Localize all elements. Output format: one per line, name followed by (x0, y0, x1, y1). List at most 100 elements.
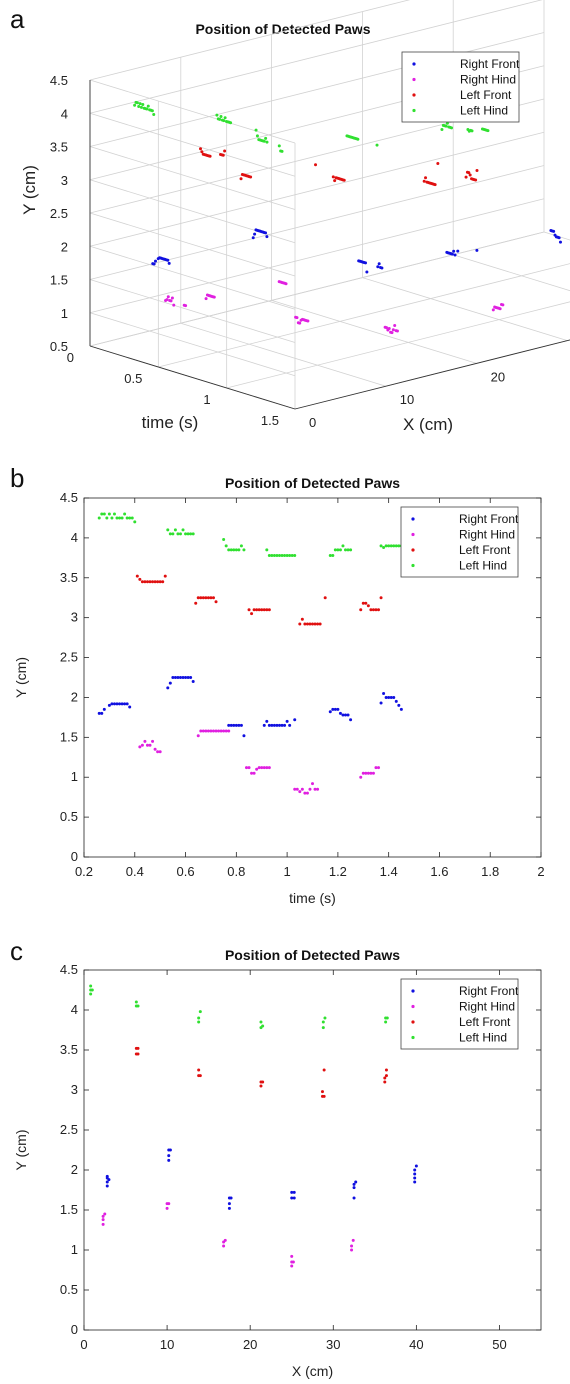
y-tick-label: 3.5 (60, 570, 78, 585)
data-point-left-front (436, 162, 440, 166)
data-point-left-front (211, 596, 215, 600)
legend-label-left-front: Left Front (459, 543, 511, 557)
data-point-right-hind (206, 729, 210, 733)
legend-label-left-hind: Left Hind (459, 1031, 507, 1045)
data-point-right-hind (257, 766, 261, 770)
data-point-right-hind (101, 1218, 105, 1222)
grid-line (89, 131, 545, 247)
legend-marker-right-front (411, 517, 415, 521)
data-point-left-hind (133, 103, 137, 107)
data-point-left-hind (331, 553, 335, 557)
data-point-right-front (118, 702, 122, 706)
data-point-right-front (265, 719, 269, 723)
data-point-right-front (377, 262, 381, 266)
data-point-right-hind (306, 319, 310, 323)
data-point-right-hind (351, 1238, 355, 1242)
data-point-left-front (364, 601, 368, 605)
series-right-hind (101, 1202, 355, 1268)
data-point-left-hind (150, 109, 154, 113)
legend-marker-left-front (412, 93, 416, 97)
data-point-left-hind (222, 119, 226, 123)
grid-line (89, 245, 296, 310)
series-3d-right-hind (164, 280, 505, 335)
data-point-right-front (338, 711, 342, 715)
data-point-right-front (262, 723, 266, 727)
data-point-left-hind (118, 516, 122, 520)
data-point-right-front (166, 686, 170, 690)
data-point-left-hind (440, 128, 444, 132)
data-point-right-hind (214, 729, 218, 733)
data-point-left-hind (218, 117, 222, 121)
data-point-right-hind (298, 321, 302, 325)
data-point-right-hind (247, 766, 251, 770)
data-point-right-hind (151, 739, 155, 743)
legend-label-left-hind: Left Hind (459, 559, 507, 573)
data-point-right-front (413, 1172, 417, 1176)
grid-line (89, 312, 296, 377)
data-point-left-front (320, 1090, 324, 1094)
data-point-left-hind (275, 553, 279, 557)
data-point-right-front (166, 258, 170, 262)
y-tick-label: 0.5 (50, 339, 68, 354)
data-point-left-hind (255, 134, 259, 138)
data-point-right-front (171, 676, 175, 679)
data-point-left-hind (270, 553, 274, 557)
data-point-right-front (265, 235, 269, 239)
t-tick-label: 1.5 (261, 413, 279, 428)
data-point-right-front (277, 723, 281, 727)
data-point-right-front (178, 676, 182, 679)
data-point-left-hind (328, 553, 332, 557)
data-point-left-hind (176, 532, 180, 536)
data-point-left-hind (375, 143, 379, 147)
data-point-right-hind (384, 326, 388, 330)
data-point-right-front (552, 229, 556, 233)
data-point-right-hind (222, 729, 226, 733)
data-point-left-hind (186, 532, 190, 536)
data-point-left-hind (107, 512, 111, 516)
data-point-right-hind (212, 295, 216, 299)
data-point-right-front (167, 261, 171, 265)
data-point-right-front (102, 707, 106, 711)
data-point-left-hind (152, 112, 156, 116)
data-point-right-hind (219, 729, 223, 733)
series-left-front (134, 1046, 388, 1098)
data-point-right-front (280, 723, 284, 727)
legend-label-right-hind: Right Hind (459, 1000, 515, 1014)
y-tick-label: 4.5 (60, 490, 78, 505)
data-point-left-hind (333, 548, 337, 552)
x-tick-label: 30 (326, 1337, 340, 1352)
data-point-left-front (199, 147, 203, 151)
data-point-left-front (143, 580, 147, 584)
data-point-right-hind (158, 750, 162, 754)
data-point-left-front (305, 622, 309, 626)
y-tick-label: 1 (71, 769, 78, 784)
data-point-left-hind (173, 528, 177, 532)
data-point-left-front (136, 1046, 140, 1050)
data-point-left-front (298, 622, 302, 626)
data-point-right-front (184, 676, 188, 679)
data-point-right-front (387, 695, 391, 699)
data-point-right-hind (308, 787, 312, 791)
legend-box (400, 978, 519, 1050)
legend-marker-right-hind (411, 1004, 415, 1009)
data-point-right-front (189, 676, 193, 679)
data-point-left-front (151, 580, 155, 584)
data-point-right-front (413, 1176, 417, 1180)
data-point-left-hind (189, 532, 193, 536)
data-point-left-hind (112, 512, 116, 516)
data-point-left-front (323, 596, 327, 600)
data-point-left-hind (285, 553, 289, 557)
data-point-left-front (250, 612, 254, 616)
data-point-right-front (229, 1196, 233, 1200)
data-point-left-front (252, 608, 256, 612)
y-tick-label: 2 (71, 1162, 78, 1177)
data-point-right-front (154, 259, 158, 263)
legend-marker-right-front (412, 62, 416, 66)
grid-line (89, 79, 296, 144)
data-point-left-hind (135, 101, 139, 105)
data-point-right-hind (350, 1248, 354, 1252)
data-point-left-hind (178, 532, 182, 536)
data-point-left-hind (392, 544, 396, 548)
y-tick-label: 2 (61, 239, 68, 254)
data-point-right-front (558, 240, 562, 244)
